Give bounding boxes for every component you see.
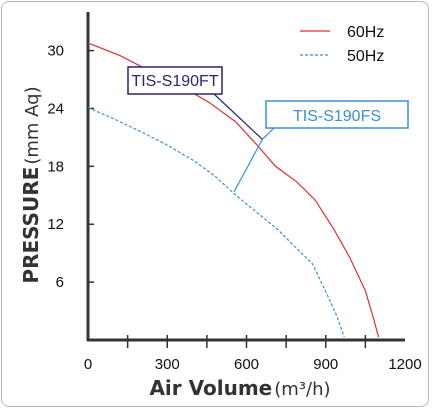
y-tick-label-24: 24 (47, 100, 64, 117)
callout-ft-label: TIS-S190FT (131, 73, 218, 90)
x-tick-label-600: 600 (234, 356, 259, 373)
legend-label-60hz: 60Hz (347, 24, 384, 41)
svg-text:Air Volume(m³/h): Air Volume (m³/h) (149, 376, 330, 400)
y-tick-label-18: 18 (47, 158, 64, 175)
callout-fs: TIS-S190FS (265, 100, 409, 129)
y-tick-label-6: 6 (56, 274, 64, 291)
callout-fs-label: TIS-S190FS (293, 108, 381, 125)
y-tick-label-12: 12 (47, 216, 64, 233)
y-axis-title: PRESSURE (mm Aq) (19, 86, 43, 283)
callout-fs-box (265, 100, 409, 129)
y-axis-unit: (mm Aq) (22, 86, 43, 164)
x-tick-label-300: 300 (155, 356, 180, 373)
series-line-50hz (87, 106, 345, 338)
callout-ft: TIS-S190FT (127, 66, 223, 95)
callout-fs-leader (233, 127, 275, 193)
x-axis-label: Air Volume (149, 376, 272, 400)
y-axis-label: PRESSURE (19, 167, 43, 284)
callout-ft-box (127, 66, 223, 95)
x-tick-label-1200: 1200 (388, 356, 421, 373)
callout-ft-leader (213, 93, 263, 140)
svg-text:PRESSURE(mm Aq): PRESSURE (mm Aq) (19, 86, 43, 283)
x-axis-title: Air Volume (m³/h) (149, 376, 330, 400)
legend: 60Hz 50Hz (300, 24, 384, 65)
x-axis-unit: (m³/h) (274, 379, 330, 400)
legend-label-50hz: 50Hz (347, 48, 384, 65)
y-tick-label-30: 30 (47, 43, 64, 60)
x-tick-label-0: 0 (84, 356, 92, 373)
x-tick-label-900: 900 (313, 356, 338, 373)
